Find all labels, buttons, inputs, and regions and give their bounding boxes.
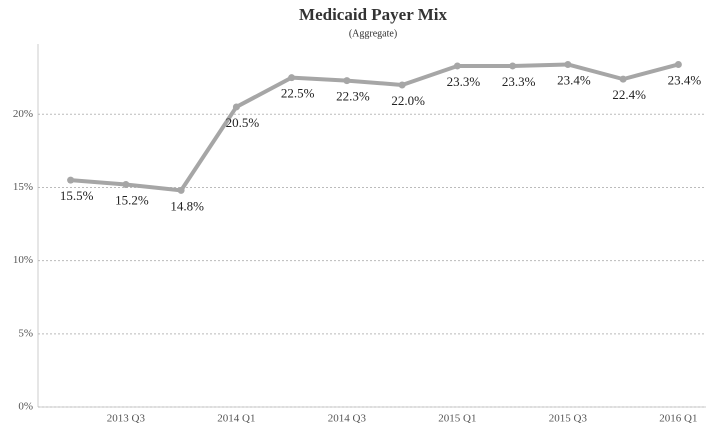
- y-tick-label: 0%: [18, 401, 33, 413]
- point: [177, 186, 185, 194]
- data-label: 23.3%: [447, 74, 481, 89]
- data-label: 15.5%: [60, 188, 94, 203]
- y-tick-label: 5%: [18, 327, 33, 339]
- data-label: 15.2%: [115, 193, 149, 208]
- y-tick-label: 15%: [13, 181, 33, 193]
- data-label: 22.3%: [336, 89, 370, 104]
- data-label: 23.4%: [668, 72, 702, 87]
- data-label: 20.5%: [226, 115, 260, 130]
- chart-title: Medicaid Payer Mix: [299, 5, 447, 24]
- data-label: 14.8%: [170, 198, 204, 213]
- point: [232, 103, 240, 111]
- x-tick-label: 2014 Q3: [328, 413, 367, 425]
- line: [70, 62, 679, 193]
- point: [67, 176, 75, 184]
- data-label: 23.3%: [502, 74, 536, 89]
- point: [564, 60, 572, 68]
- x-tick-label: 2015 Q1: [438, 413, 476, 425]
- point: [122, 181, 130, 189]
- point: [343, 77, 351, 85]
- x-tick-label: 2013 Q3: [107, 413, 146, 425]
- data-label: 22.4%: [612, 87, 646, 102]
- y-tick-label: 10%: [13, 254, 33, 266]
- point: [398, 81, 406, 89]
- point: [619, 75, 627, 83]
- x-tick-label: 2016 Q1: [659, 413, 697, 425]
- x-tick-label: 2014 Q1: [217, 413, 255, 425]
- chart-subtitle: (Aggregate): [349, 28, 397, 39]
- data-label: 23.4%: [557, 72, 591, 87]
- y-tick-label: 20%: [13, 108, 33, 120]
- point: [453, 62, 461, 70]
- data-label: 22.0%: [391, 93, 425, 108]
- point: [509, 62, 517, 70]
- x-tick-label: 2015 Q3: [549, 413, 588, 425]
- data-label: 22.5%: [281, 86, 315, 101]
- point: [674, 60, 682, 68]
- point: [288, 74, 296, 82]
